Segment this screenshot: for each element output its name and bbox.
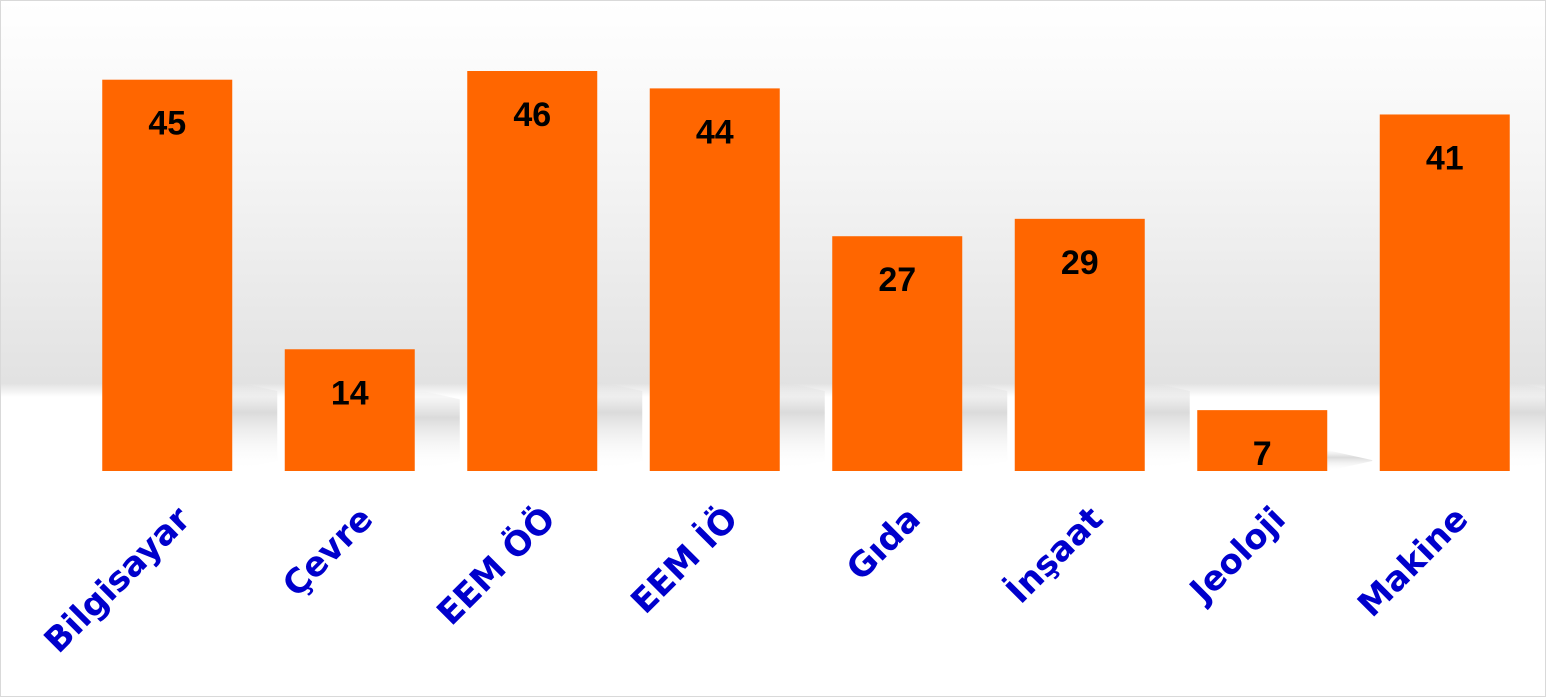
value-label-eem-: 46 <box>513 96 551 134</box>
value-label-makine: 41 <box>1426 139 1464 177</box>
bar-shadow-eem-i- <box>779 381 825 471</box>
bar-shadow-bilgisayar <box>232 381 278 471</box>
bar-shadow--evre <box>414 389 460 471</box>
bar-i-n-aat <box>1014 218 1145 471</box>
value-label-jeoloji: 7 <box>1253 435 1272 473</box>
value-label-g-da: 27 <box>878 261 916 299</box>
value-label-bilgisayar: 45 <box>148 105 186 143</box>
bar-shadow-makine <box>1509 381 1545 471</box>
bar-shadows <box>232 381 1545 471</box>
value-label--evre: 14 <box>331 374 369 412</box>
value-label-i-n-aat: 29 <box>1061 244 1099 282</box>
bar-bilgisayar <box>102 79 233 472</box>
value-labels: 45 14 46 44 27 29 7 41 <box>148 96 1463 473</box>
bar-shadow-jeoloji <box>1327 450 1373 471</box>
bar-eem-i- <box>649 88 780 472</box>
bars <box>102 71 1510 472</box>
bar-makine <box>1379 114 1510 471</box>
bar-g-da <box>832 236 963 471</box>
bar-shadow-eem- <box>597 381 643 471</box>
bar-shadow-g-da <box>962 381 1008 471</box>
value-label-eem-i-: 44 <box>696 113 734 151</box>
bar-eem- <box>467 71 598 471</box>
bar-shadow-i-n-aat <box>1144 381 1190 471</box>
bar--evre <box>284 349 415 471</box>
bar-jeoloji <box>1197 410 1328 471</box>
